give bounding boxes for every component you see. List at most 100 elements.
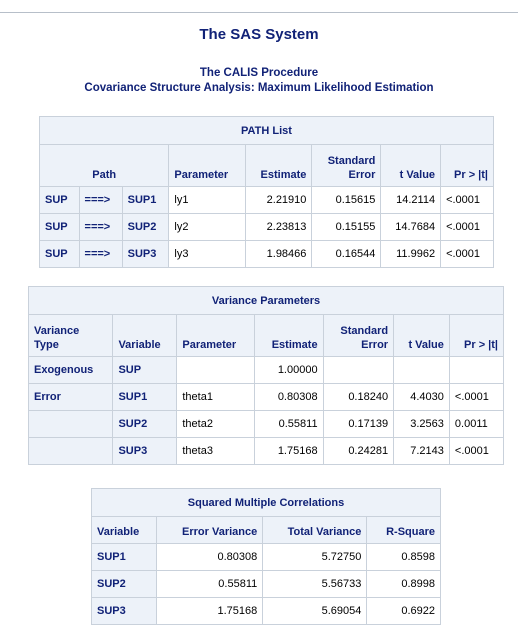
stderr-cell: 0.15615 [311, 186, 382, 214]
path-to: SUP2 [121, 213, 170, 241]
variable-cell: SUP1 [90, 543, 158, 571]
rsquare-cell: 0.8998 [366, 570, 441, 598]
pr-cell: <.0001 [448, 437, 505, 465]
table-row: SUP2 theta2 0.55811 0.17139 3.2563 0.001… [27, 410, 505, 438]
estimate-cell: 1.98466 [244, 240, 313, 268]
estimate-cell: 2.23813 [244, 213, 313, 241]
total-variance-cell: 5.56733 [262, 570, 368, 598]
stderr-cell: 0.18240 [322, 383, 395, 411]
variable-cell: SUP3 [90, 597, 158, 625]
total-variance-cell: 5.72750 [262, 543, 368, 571]
variance-caption: Variance Parameters [28, 286, 504, 315]
table-row: SUP ===> SUP1 ly1 2.21910 0.15615 14.211… [39, 186, 494, 214]
variable-cell: SUP2 [112, 410, 178, 438]
estimate-header: Estimate [254, 314, 324, 357]
error-variance-header: Error Variance [156, 516, 264, 544]
error-variance-cell: 0.55811 [156, 570, 264, 598]
table-row: Error SUP1 theta1 0.80308 0.18240 4.4030… [27, 383, 505, 411]
tvalue-cell [393, 356, 450, 384]
tvalue-header: t Value [380, 144, 442, 187]
total-variance-header: Total Variance [262, 516, 368, 544]
parameter-cell: theta3 [176, 437, 256, 465]
estimate-cell: 2.21910 [244, 186, 313, 214]
stderr-cell [322, 356, 395, 384]
stderr-header-line2: Error [361, 339, 389, 351]
path-to: SUP1 [121, 186, 170, 214]
smc-table: Squared Multiple Correlations Variable E… [90, 488, 441, 625]
estimate-cell: 1.00000 [254, 356, 324, 384]
table-row: SUP3 1.75168 5.69054 0.6922 [90, 597, 441, 625]
rsquare-cell: 0.8598 [366, 543, 441, 571]
variance-type-header-line2: Type [34, 339, 59, 351]
variance-type-header-line1: Variance [34, 325, 80, 337]
table-row: SUP3 theta3 1.75168 0.24281 7.2143 <.000… [27, 437, 505, 465]
path-arrow: ===> [78, 213, 123, 241]
path-arrow: ===> [78, 186, 123, 214]
stderr-cell: 0.24281 [322, 437, 395, 465]
table-row: SUP ===> SUP3 ly3 1.98466 0.16544 11.996… [39, 240, 494, 268]
path-header: Path [38, 144, 170, 187]
variance-type-cell [27, 410, 114, 438]
parameter-cell: ly3 [168, 240, 246, 268]
parameter-cell [176, 356, 256, 384]
table-row: Exogenous SUP 1.00000 [27, 356, 505, 384]
variance-type-header: Variance Type [27, 314, 114, 357]
variance-type-cell: Error [27, 383, 114, 411]
tvalue-header: t Value [393, 314, 450, 357]
total-variance-cell: 5.69054 [262, 597, 368, 625]
path-list-caption: PATH List [39, 116, 494, 145]
estimate-cell: 1.75168 [254, 437, 324, 465]
error-variance-cell: 0.80308 [156, 543, 264, 571]
path-from: SUP [39, 240, 80, 268]
pr-header: Pr > |t| [448, 314, 505, 357]
parameter-cell: ly2 [168, 213, 246, 241]
tvalue-cell: 14.2114 [380, 186, 442, 214]
rsquare-cell: 0.6922 [366, 597, 441, 625]
table-row: SUP ===> SUP2 ly2 2.23813 0.15155 14.768… [39, 213, 494, 241]
top-divider [0, 12, 518, 13]
parameter-header: Parameter [176, 314, 256, 357]
rsquare-header: R-Square [366, 516, 441, 544]
parameter-cell: theta2 [176, 410, 256, 438]
pr-header: Pr > |t| [440, 144, 494, 187]
path-arrow: ===> [78, 240, 123, 268]
procedure-header: The CALIS Procedure Covariance Structure… [0, 66, 518, 96]
procedure-subtitle: Covariance Structure Analysis: Maximum L… [84, 82, 434, 94]
procedure-name: The CALIS Procedure [199, 67, 319, 79]
pr-cell [448, 356, 505, 384]
estimate-cell: 0.55811 [254, 410, 324, 438]
stderr-cell: 0.17139 [322, 410, 395, 438]
table-row: SUP1 0.80308 5.72750 0.8598 [90, 543, 441, 571]
variable-header: Variable [90, 516, 158, 544]
pr-cell: <.0001 [448, 383, 505, 411]
parameter-cell: ly1 [168, 186, 246, 214]
error-variance-cell: 1.75168 [156, 597, 264, 625]
variable-cell: SUP2 [90, 570, 158, 598]
stderr-cell: 0.16544 [311, 240, 382, 268]
variance-parameters-table: Variance Parameters Variance Type Variab… [27, 286, 505, 465]
tvalue-cell: 4.4030 [393, 383, 450, 411]
stderr-cell: 0.15155 [311, 213, 382, 241]
pr-cell: <.0001 [440, 240, 494, 268]
path-to: SUP3 [121, 240, 170, 268]
stderr-header: Standard Error [322, 314, 395, 357]
variable-cell: SUP1 [112, 383, 178, 411]
path-from: SUP [39, 213, 80, 241]
tvalue-cell: 3.2563 [393, 410, 450, 438]
stderr-header-line2: Error [348, 169, 376, 181]
table-row: SUP2 0.55811 5.56733 0.8998 [90, 570, 441, 598]
tvalue-cell: 14.7684 [380, 213, 442, 241]
variance-type-cell: Exogenous [27, 356, 114, 384]
estimate-header: Estimate [244, 144, 313, 187]
variable-cell: SUP3 [112, 437, 178, 465]
pr-cell: <.0001 [440, 186, 494, 214]
parameter-cell: theta1 [176, 383, 256, 411]
tvalue-cell: 11.9962 [380, 240, 442, 268]
path-list-table: PATH List Path Parameter Estimate Standa… [38, 116, 494, 268]
stderr-header-line1: Standard [340, 325, 389, 337]
stderr-header: Standard Error [311, 144, 382, 187]
parameter-header: Parameter [168, 144, 246, 187]
tvalue-cell: 7.2143 [393, 437, 450, 465]
variance-type-cell [27, 437, 114, 465]
path-from: SUP [39, 186, 80, 214]
